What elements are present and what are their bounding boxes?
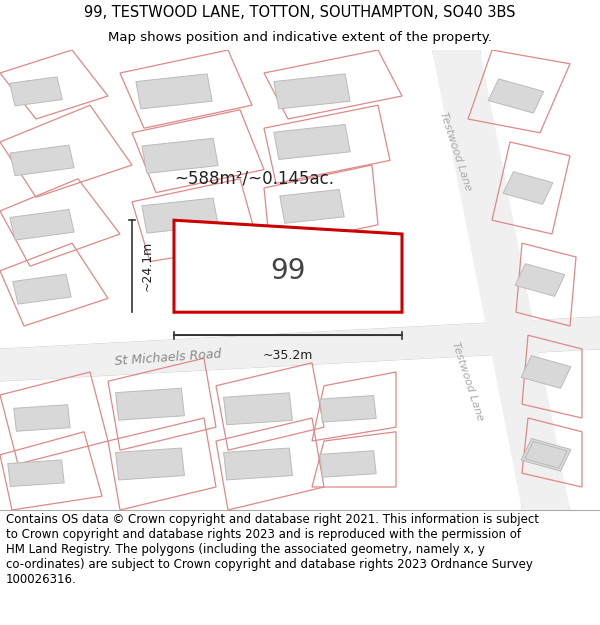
Polygon shape xyxy=(320,396,376,422)
Polygon shape xyxy=(432,50,570,510)
Polygon shape xyxy=(13,274,71,304)
Polygon shape xyxy=(280,189,344,223)
Polygon shape xyxy=(525,441,567,468)
Polygon shape xyxy=(274,74,350,109)
Polygon shape xyxy=(320,451,376,478)
Text: St Michaels Road: St Michaels Road xyxy=(114,348,222,368)
Polygon shape xyxy=(521,356,571,388)
Polygon shape xyxy=(224,393,292,425)
Polygon shape xyxy=(116,388,184,420)
Text: 99: 99 xyxy=(270,257,306,285)
Text: Testwood Lane: Testwood Lane xyxy=(439,111,473,192)
Polygon shape xyxy=(515,264,565,296)
Polygon shape xyxy=(10,145,74,176)
Polygon shape xyxy=(488,79,544,113)
Polygon shape xyxy=(14,405,70,431)
Polygon shape xyxy=(116,448,184,480)
Polygon shape xyxy=(174,220,402,312)
Polygon shape xyxy=(0,317,600,381)
Text: Map shows position and indicative extent of the property.: Map shows position and indicative extent… xyxy=(108,31,492,44)
Polygon shape xyxy=(503,172,553,204)
Text: ~24.1m: ~24.1m xyxy=(141,241,154,291)
Polygon shape xyxy=(224,448,292,480)
Polygon shape xyxy=(10,209,74,240)
Polygon shape xyxy=(521,439,571,471)
Polygon shape xyxy=(142,198,218,233)
Text: ~35.2m: ~35.2m xyxy=(263,349,313,362)
Text: Testwood Lane: Testwood Lane xyxy=(451,341,485,422)
Polygon shape xyxy=(274,124,350,159)
Text: ~588m²/~0.145ac.: ~588m²/~0.145ac. xyxy=(174,170,334,187)
Polygon shape xyxy=(10,77,62,106)
Text: Contains OS data © Crown copyright and database right 2021. This information is : Contains OS data © Crown copyright and d… xyxy=(6,514,539,586)
Polygon shape xyxy=(136,74,212,109)
Text: 99, TESTWOOD LANE, TOTTON, SOUTHAMPTON, SO40 3BS: 99, TESTWOOD LANE, TOTTON, SOUTHAMPTON, … xyxy=(84,5,516,20)
Polygon shape xyxy=(142,138,218,173)
Polygon shape xyxy=(8,460,64,486)
